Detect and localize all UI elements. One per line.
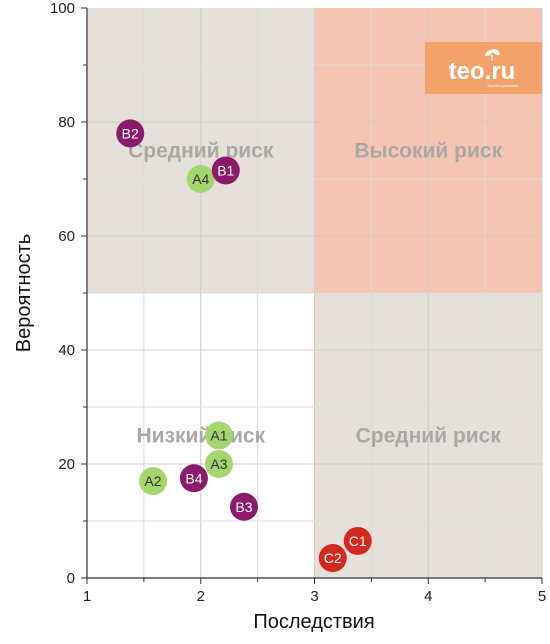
logo-background [425, 42, 542, 94]
point-label-b4: B4 [185, 470, 202, 486]
point-marker-c2 [318, 544, 347, 573]
point-marker-a4 [186, 165, 215, 193]
x-tick-label-5: 5 [538, 588, 546, 605]
x-tick-label-1: 1 [83, 588, 91, 605]
x-tick-label-2: 2 [197, 588, 205, 605]
axes: 1 2 3 4 5 0 20 40 60 80 100 [50, 0, 546, 605]
point-c1: C1 [343, 526, 372, 555]
data-points: B2 A4 B1 A1 A3 A2 B4 B3 C1 C2 [116, 119, 372, 573]
y-tick-label-40: 40 [58, 342, 75, 359]
point-marker-b3 [229, 492, 258, 521]
zone-label-3: Низкий риск [136, 425, 265, 448]
point-marker-b4 [179, 464, 208, 493]
point-b4: B4 [179, 464, 208, 493]
y-tick-label-80: 80 [58, 114, 75, 131]
point-b3: B3 [229, 492, 258, 521]
y-tick-label-20: 20 [58, 456, 75, 473]
y-tick-label-60: 60 [58, 228, 75, 245]
x-tick-label-4: 4 [424, 588, 432, 605]
logo-tagline: Бизнес-решения [488, 83, 519, 88]
point-label-b1: B1 [217, 162, 234, 178]
point-label-a1: A1 [210, 428, 227, 444]
point-label-c2: C2 [324, 550, 342, 566]
point-marker-a3 [204, 450, 233, 478]
leaf-icon [485, 48, 500, 61]
zone-label-1: Средний риск [128, 140, 274, 163]
point-marker-b1 [211, 156, 240, 185]
point-marker-c1 [343, 526, 372, 555]
point-marker-b2 [116, 119, 145, 148]
zone-label-2: Высокий риск [354, 140, 502, 163]
logo-text: teo.ru [449, 58, 516, 85]
point-a2: A2 [138, 467, 167, 496]
point-a1: A1 [204, 421, 233, 450]
point-marker-a1 [204, 421, 233, 450]
point-label-a4: A4 [192, 171, 209, 187]
axis-titles: Последствия Вероятность [13, 234, 375, 633]
point-label-b2: B2 [122, 125, 139, 141]
point-a3: A3 [204, 450, 233, 478]
x-tick-label-3: 3 [310, 588, 318, 605]
point-b2: B2 [116, 119, 145, 148]
y-axis-title: Вероятность [13, 234, 35, 352]
y-tick-label-100: 100 [50, 0, 75, 17]
point-b1: B1 [211, 156, 240, 185]
y-tick-label-0: 0 [67, 570, 75, 587]
x-axis-title: Последствия [253, 611, 374, 633]
point-a4: A4 [186, 165, 215, 193]
point-label-a3: A3 [210, 456, 227, 472]
point-label-b3: B3 [235, 499, 252, 515]
point-c2: C2 [318, 544, 347, 573]
teo-logo: teo.ru Бизнес-решения [425, 42, 542, 94]
point-label-c1: C1 [349, 533, 367, 549]
zone-labels: Средний риск Высокий риск Низкий риск Средн… [128, 140, 502, 448]
point-label-a2: A2 [144, 473, 161, 489]
point-marker-a2 [138, 467, 167, 496]
zone-label-4: Средний риск [356, 425, 502, 448]
